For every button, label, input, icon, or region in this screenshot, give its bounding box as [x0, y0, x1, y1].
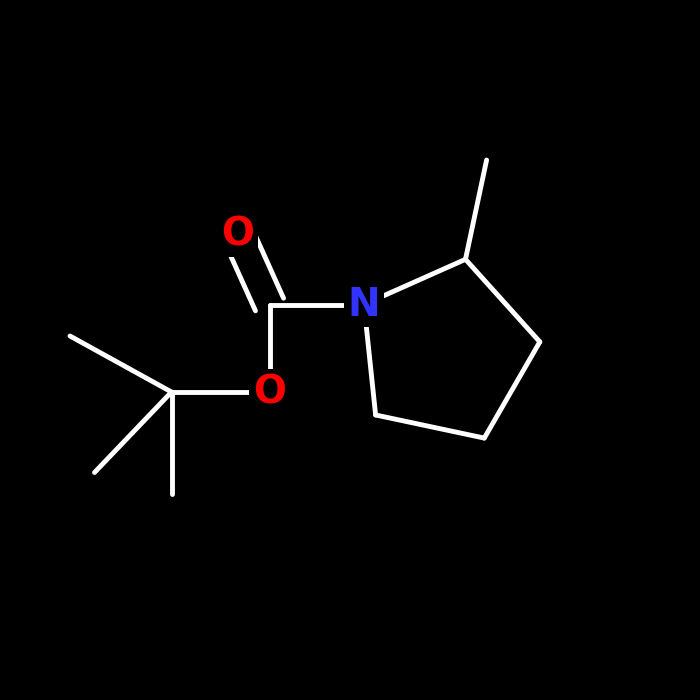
Text: O: O — [253, 373, 286, 411]
Text: O: O — [221, 216, 255, 253]
Text: N: N — [348, 286, 380, 323]
